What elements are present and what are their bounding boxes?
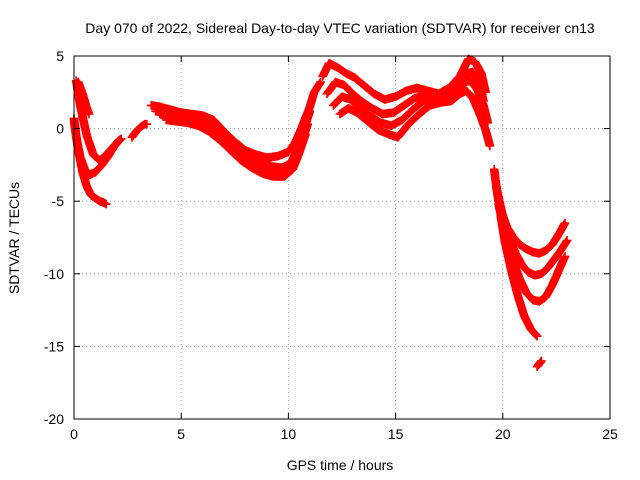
point-14-121 — [562, 236, 572, 245]
point-15-131 — [560, 252, 570, 261]
y-tick-label-0: 5 — [56, 48, 64, 64]
point-4-17 — [142, 119, 152, 129]
point-2-90 — [114, 135, 124, 145]
chart-title: Day 070 of 2022, Sidereal Day-to-day VTE… — [85, 20, 595, 36]
y-axis-label: SDTVAR / TECUs — [6, 182, 22, 294]
point-12-173 — [485, 141, 495, 151]
point-16-101 — [532, 331, 542, 341]
series-track-18 — [532, 356, 546, 371]
point-5-187 — [316, 77, 325, 87]
series-track-13 — [335, 86, 495, 151]
x-tick-label-5: 25 — [602, 426, 618, 442]
point-8-149 — [301, 130, 310, 139]
y-tick-label-1: 0 — [56, 121, 64, 137]
axis-layer — [73, 55, 611, 420]
series-track-9 — [161, 115, 310, 181]
x-tick-label-1: 5 — [177, 426, 185, 442]
point-0-75 — [101, 199, 111, 209]
series-track-17 — [496, 211, 542, 341]
point-13-118 — [560, 218, 570, 228]
y-tick-label-4: -15 — [44, 338, 64, 354]
series-track-5 — [127, 119, 152, 142]
x-axis-label: GPS time / hours — [287, 457, 394, 473]
point-17-6 — [537, 356, 546, 366]
series-track-4 — [74, 77, 94, 119]
point-6-169 — [305, 106, 315, 116]
x-tick-label-0: 0 — [70, 426, 78, 442]
tick-label-layer: 0 5 10 15 20 25 5 0 -5 -10 -15 -20 — [44, 48, 618, 442]
x-tick-label-4: 20 — [495, 426, 511, 442]
plot-frame — [73, 55, 611, 420]
point-7-160 — [303, 119, 312, 129]
y-tick-label-2: -5 — [52, 193, 65, 209]
series-track-10 — [318, 54, 490, 104]
x-tick-label-3: 15 — [388, 426, 404, 442]
y-tick-label-3: -10 — [44, 266, 64, 282]
x-tick-label-2: 10 — [281, 426, 297, 442]
series-layer — [69, 54, 572, 371]
point-3-27 — [84, 109, 94, 119]
y-tick-label-5: -20 — [44, 411, 64, 427]
